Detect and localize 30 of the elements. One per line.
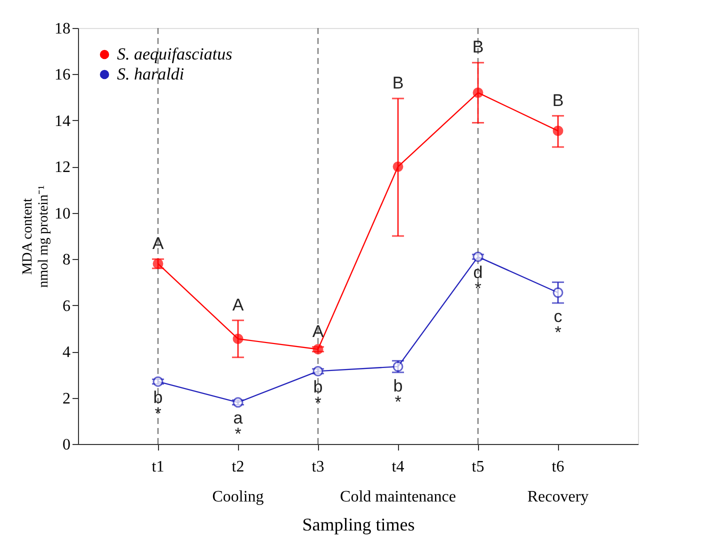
legend-label: S. aequifasciatus	[117, 44, 233, 64]
y-tick-label: 18	[54, 20, 70, 38]
y-tick-label: 4	[62, 344, 70, 362]
y-axis-title: MDA content nmol mg protein⁻¹	[20, 185, 52, 288]
y-tick-label: 6	[62, 298, 70, 315]
y-tick-label: 10	[54, 205, 70, 222]
y-tick-label: 8	[62, 252, 70, 269]
y-tick-label: 2	[62, 390, 70, 408]
x-tick-label: t6 Recovery	[527, 458, 589, 506]
y-tick-label: 0	[62, 436, 70, 454]
x-tick-label: t4 Cold maintenance	[340, 458, 456, 506]
annotation: A	[152, 234, 164, 254]
x-tick-label: t1	[152, 458, 164, 476]
x-tick-label: t2 Cooling	[212, 458, 264, 506]
y-tick-label: 14	[54, 112, 70, 130]
x-axis-title: Sampling times	[302, 514, 415, 534]
annotation: a *	[233, 408, 244, 444]
annotation: B	[392, 73, 404, 92]
x-tick-label: t3	[312, 458, 324, 476]
annotation: B	[472, 38, 484, 57]
x-tick-label: t5	[472, 458, 484, 476]
annotation: b *	[393, 376, 403, 412]
annotation: A	[232, 295, 244, 314]
annotation: c *	[554, 307, 563, 342]
annotation: d *	[473, 263, 483, 298]
y-tick-label: 12	[54, 159, 70, 176]
y-tick-label: 16	[54, 66, 70, 84]
annotation: B	[552, 90, 564, 110]
annotation: A	[312, 322, 324, 341]
legend-label: S. haraldi	[117, 64, 184, 84]
